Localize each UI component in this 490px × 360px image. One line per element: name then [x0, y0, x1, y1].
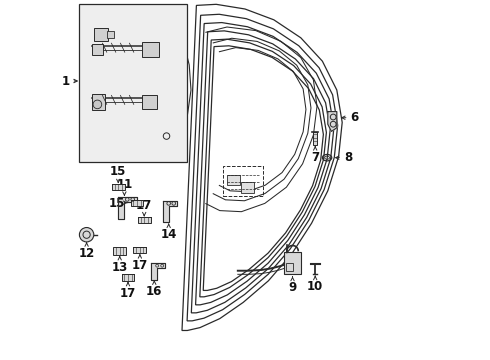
Bar: [284, 252, 301, 274]
Bar: [92, 94, 104, 110]
Text: 4: 4: [100, 121, 108, 134]
Text: 15: 15: [110, 165, 126, 178]
Text: 17: 17: [120, 287, 136, 300]
Circle shape: [79, 228, 94, 242]
Polygon shape: [118, 197, 137, 219]
Bar: [112, 184, 125, 190]
Bar: [143, 95, 157, 109]
Bar: [227, 175, 240, 185]
Text: 9: 9: [289, 281, 296, 294]
Bar: [130, 200, 144, 206]
Text: 11: 11: [116, 178, 132, 191]
Bar: [313, 132, 318, 145]
Bar: [143, 42, 159, 57]
Polygon shape: [328, 112, 337, 131]
Text: 13: 13: [112, 261, 128, 274]
Polygon shape: [161, 129, 172, 143]
Text: 3: 3: [166, 37, 174, 50]
Bar: [286, 263, 293, 271]
Text: 17: 17: [132, 259, 148, 272]
Text: 2: 2: [166, 22, 174, 35]
Bar: [122, 274, 134, 281]
Bar: [107, 31, 114, 38]
Text: 10: 10: [307, 280, 323, 293]
Text: 15: 15: [109, 197, 125, 210]
Text: 8: 8: [344, 151, 352, 164]
Bar: [113, 247, 126, 255]
Bar: [133, 247, 147, 253]
Bar: [242, 182, 254, 193]
Text: 12: 12: [78, 247, 95, 260]
Bar: [223, 166, 263, 196]
Polygon shape: [151, 263, 165, 280]
Text: 17: 17: [136, 199, 152, 212]
Text: 14: 14: [161, 228, 177, 241]
Text: 16: 16: [146, 285, 163, 298]
Text: 5: 5: [162, 148, 171, 161]
Bar: [138, 217, 151, 223]
Text: 7: 7: [311, 151, 319, 164]
Text: 6: 6: [350, 111, 359, 124]
Bar: [79, 4, 187, 162]
Bar: [92, 44, 103, 55]
Bar: [94, 28, 108, 41]
Text: 1: 1: [61, 75, 69, 87]
Polygon shape: [163, 201, 176, 222]
Circle shape: [93, 100, 102, 109]
